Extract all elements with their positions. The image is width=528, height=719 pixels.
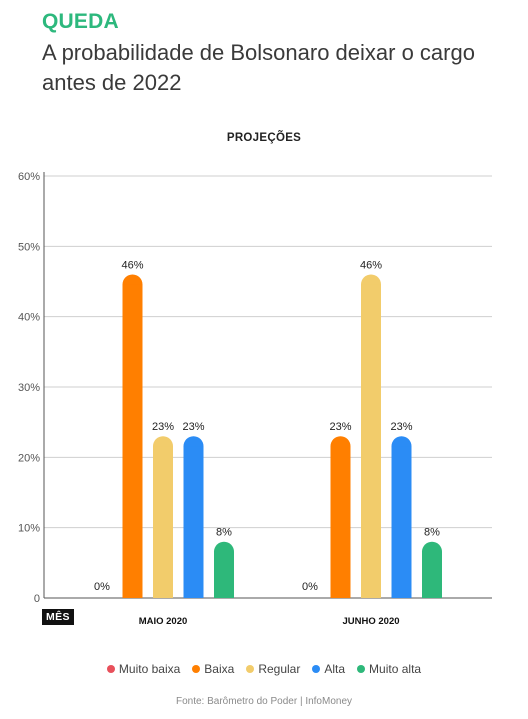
data-label: 46% [360, 259, 382, 271]
data-label: 0% [94, 581, 110, 593]
bar-base [122, 284, 143, 598]
legend-item: Regular [246, 662, 300, 676]
bar-base [214, 551, 234, 598]
bar-base [153, 446, 173, 598]
legend-label: Muito baixa [118, 662, 181, 676]
bar-base [361, 284, 381, 598]
legend-label: Regular [258, 662, 301, 676]
data-label: 0% [302, 581, 318, 593]
legend-dot-icon [192, 665, 201, 673]
bar-base [422, 551, 442, 598]
legend-label: Baixa [204, 662, 235, 676]
legend-item: Muito baixa [106, 662, 181, 676]
chart-title: PROJEÇÕES [226, 132, 302, 144]
legend-dot-icon [106, 665, 115, 673]
legend-label: Alta [324, 662, 346, 676]
data-label: 8% [424, 527, 440, 539]
x-axis-label: MÊS [42, 609, 74, 625]
y-tick-label: 20% [18, 452, 40, 464]
legend-item: Baixa [192, 662, 234, 676]
legend-item: Muito alta [357, 662, 421, 676]
data-label: 23% [390, 421, 412, 433]
bar-base [183, 446, 204, 598]
bar-chart: 0 10% 20% 30% 40% 50% 60% 0% 46% 23% 23% 8% MAIO 202… [18, 171, 492, 627]
legend-item: Alta [312, 662, 345, 676]
x-tick-label: JUNHO 2020 [342, 616, 399, 627]
legend-label: Muito alta [369, 662, 422, 676]
data-label: 23% [329, 421, 351, 433]
bar-base [330, 446, 351, 598]
y-tick-label: 0 [34, 593, 40, 605]
y-tick-label: 40% [18, 312, 40, 324]
y-tick-label: 10% [18, 523, 40, 535]
y-tick-label: 50% [18, 241, 40, 253]
bar-base [391, 446, 412, 598]
legend-dot-icon [312, 665, 321, 673]
legend-dot-icon [357, 665, 366, 673]
data-label: 23% [152, 421, 174, 433]
legend-dot-icon [246, 665, 255, 673]
data-label: 23% [182, 421, 204, 433]
headline: A probabilidade de Bolsonaro deixar o ca… [42, 40, 475, 95]
y-tick-label: 60% [18, 171, 40, 183]
data-label: 46% [121, 259, 143, 271]
kicker-label: QUEDA [42, 10, 119, 33]
source-note: Fonte: Barômetro do Poder | InfoMoney [175, 696, 353, 707]
data-label: 8% [216, 527, 232, 539]
chart-legend: Muito baixa Baixa Regular Alta Muito alta [0, 662, 528, 676]
y-tick-label: 30% [18, 382, 40, 394]
x-tick-label: MAIO 2020 [139, 616, 188, 627]
